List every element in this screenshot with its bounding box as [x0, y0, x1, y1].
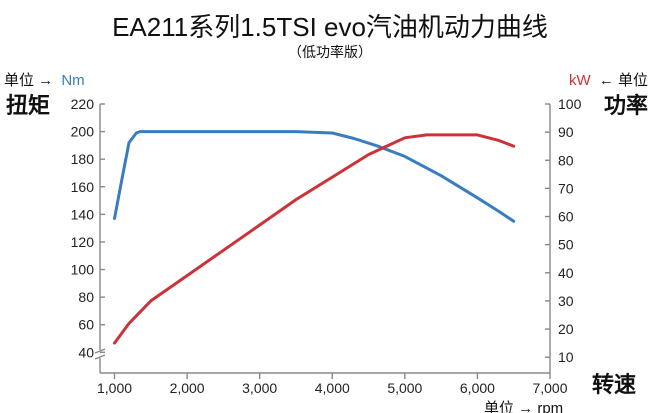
x-tick-label: 4,000: [315, 380, 350, 396]
chart-axes: 40 60 80 100 120 140 160 180 200 220 10 20 30 40 50 60 7…: [71, 96, 582, 396]
x-tick-label: 1,000: [97, 380, 132, 396]
left-tick-label: 80: [78, 289, 94, 305]
right-unit-value: kW: [569, 72, 592, 89]
power-series-line: [113, 133, 516, 345]
left-unit-value: Nm: [61, 72, 84, 89]
left-tick-label: 220: [71, 96, 95, 112]
axis-break-gap: [95, 350, 105, 358]
right-tick-label: 90: [558, 124, 574, 140]
left-tick-label: 180: [71, 151, 95, 167]
left-tick-label: 160: [71, 179, 95, 195]
left-unit-label: 单位 → Nm: [4, 72, 85, 89]
torque-axis-label: 扭矩: [6, 93, 50, 118]
left-tick-label: 200: [71, 124, 95, 140]
right-unit-label: kW ← 单位: [569, 72, 648, 89]
chart-title: EA211系列1.5TSI evo汽油机动力曲线: [112, 12, 548, 42]
x-axis-label: 转速: [592, 372, 636, 397]
x-tick-label: 5,000: [387, 380, 422, 396]
x-tick-label: 7,000: [532, 380, 567, 396]
x-unit-label: 单位 → rpm: [484, 400, 563, 413]
power-axis-label: 功率: [604, 93, 648, 118]
left-unit-prefix: 单位 →: [4, 72, 53, 89]
x-tick-label: 2,000: [170, 380, 205, 396]
right-tick-label: 10: [558, 349, 574, 365]
axis-break-mark: [94, 348, 106, 354]
right-tick-label: 20: [558, 321, 574, 337]
right-tick-label: 100: [558, 96, 582, 112]
x-tick-label: 6,000: [460, 380, 495, 396]
torque-series-line: [113, 130, 516, 223]
right-tick-label: 80: [558, 152, 574, 168]
right-tick-label: 60: [558, 209, 574, 225]
left-tick-label: 60: [78, 317, 94, 333]
x-tick-label: 3,000: [242, 380, 277, 396]
left-tick-label: 100: [71, 262, 95, 278]
series-layer: [113, 130, 516, 345]
chart-subtitle: （低功率版）: [288, 44, 372, 60]
left-tick-label: 40: [78, 344, 94, 360]
right-tick-label: 50: [558, 237, 574, 253]
right-tick-label: 40: [558, 265, 574, 281]
left-tick-label: 120: [71, 234, 95, 250]
right-unit-suffix: ← 单位: [599, 72, 648, 89]
right-tick-label: 70: [558, 180, 574, 196]
right-tick-label: 30: [558, 293, 574, 309]
left-tick-label: 140: [71, 206, 95, 222]
axis-break-mark: [94, 354, 106, 360]
